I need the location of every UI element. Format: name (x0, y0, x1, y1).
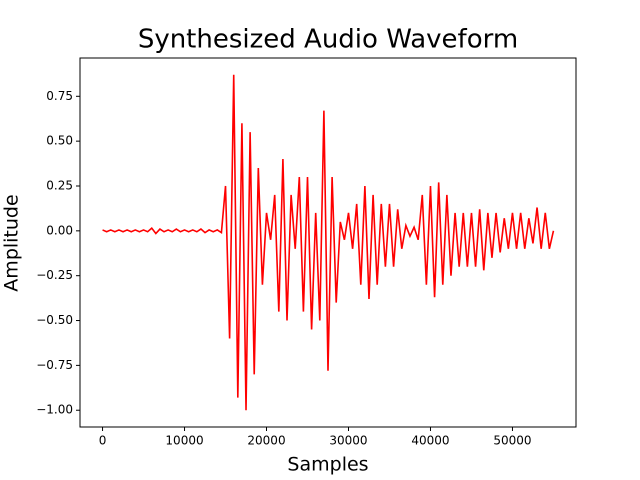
x-tick-label: 50000 (493, 434, 531, 448)
x-tick-label: 30000 (329, 434, 367, 448)
plot-frame (79, 57, 577, 428)
y-tick-label: 0.25 (46, 178, 73, 192)
y-tick-label: −0.25 (36, 268, 73, 282)
y-tick-label: 0.00 (46, 223, 73, 237)
y-tick-label: −0.75 (36, 358, 73, 372)
x-tick-label: 20000 (247, 434, 285, 448)
chart-title: Synthesized Audio Waveform (138, 25, 518, 55)
x-tick-label: 10000 (165, 434, 203, 448)
y-tick-label: 0.50 (46, 134, 73, 148)
y-axis-label: Amplitude (1, 194, 23, 291)
y-tick-label: −1.00 (36, 403, 73, 417)
waveform-line (102, 74, 555, 411)
y-tick-label: 0.75 (46, 89, 73, 103)
x-tick-label: 0 (99, 434, 107, 448)
x-axis-label: Samples (287, 454, 368, 476)
x-tick-label: 40000 (411, 434, 449, 448)
y-tick-label: −0.50 (36, 313, 73, 327)
